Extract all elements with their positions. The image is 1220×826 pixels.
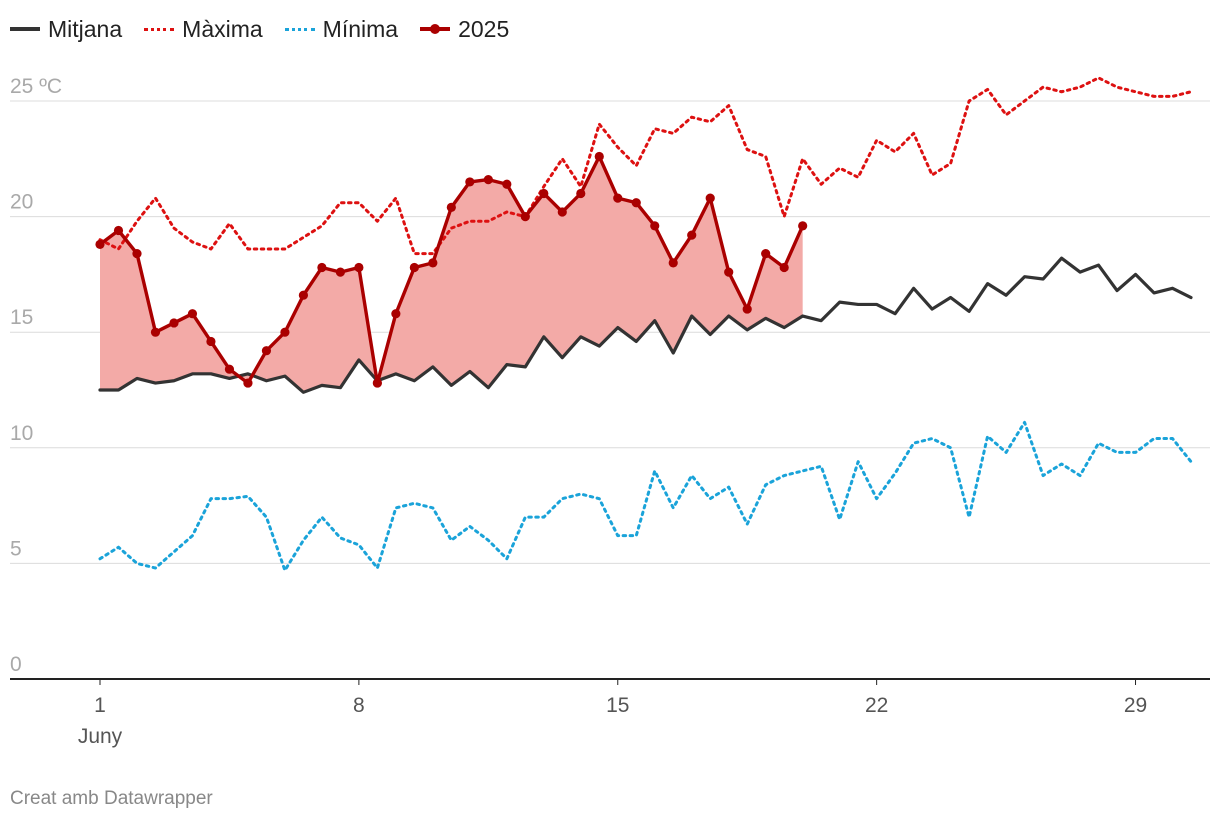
point-2025-day-5[interactable] bbox=[243, 378, 253, 388]
point-2025-day-16[interactable] bbox=[650, 221, 660, 231]
point-2025-day-11[interactable] bbox=[465, 177, 475, 187]
y-tick-label-10: 10 bbox=[10, 422, 33, 445]
point-2025-day-7.5[interactable] bbox=[335, 267, 345, 277]
point-2025-day-9[interactable] bbox=[391, 309, 401, 319]
point-2025-day-4[interactable] bbox=[206, 336, 216, 347]
point-2025-day-20[interactable] bbox=[798, 221, 808, 231]
point-2025-day-11.5[interactable] bbox=[483, 175, 493, 185]
point-2025-day-1[interactable] bbox=[95, 239, 105, 249]
point-2025-day-13[interactable] bbox=[539, 188, 549, 199]
point-2025-day-8[interactable] bbox=[354, 262, 364, 273]
legend-swatch-mitjana bbox=[10, 27, 40, 31]
legend-item-minima[interactable]: Mínima bbox=[284, 15, 399, 43]
legend-swatch-maxima bbox=[144, 27, 175, 31]
legend-item-maxima[interactable]: Màxima bbox=[144, 16, 263, 43]
chart-credit: Creat amb Datawrapper bbox=[10, 788, 213, 809]
point-2025-day-9.5[interactable] bbox=[409, 262, 419, 273]
legend-item-mitjana[interactable]: Mitjana bbox=[10, 16, 122, 43]
point-2025-day-1.5[interactable] bbox=[113, 225, 124, 236]
point-2025-day-12.5[interactable] bbox=[520, 212, 530, 222]
y-tick-label-20: 20 bbox=[10, 191, 33, 214]
point-2025-day-2[interactable] bbox=[132, 248, 142, 259]
legend-swatch-minima bbox=[284, 27, 315, 31]
area-fill-2025 bbox=[100, 156, 803, 393]
point-2025-day-3.5[interactable] bbox=[187, 309, 198, 319]
point-2025-day-19.5[interactable] bbox=[779, 262, 789, 273]
x-tick-label-1: 1 bbox=[94, 694, 106, 717]
x-tick-label-29: 29 bbox=[1124, 694, 1147, 717]
legend-label-maxima: Màxima bbox=[182, 15, 263, 42]
series-line-minima bbox=[98, 420, 1193, 572]
point-2025-day-14.5[interactable] bbox=[594, 151, 604, 162]
point-2025-day-19[interactable] bbox=[761, 248, 771, 259]
legend-label-2025: 2025 bbox=[458, 15, 510, 42]
y-tick-label-15: 15 bbox=[10, 306, 33, 329]
point-2025-day-18.5[interactable] bbox=[742, 304, 752, 314]
point-2025-day-6.5[interactable] bbox=[298, 290, 309, 300]
legend-swatch-2025 bbox=[420, 24, 451, 34]
point-2025-day-13.5[interactable] bbox=[557, 207, 567, 217]
point-2025-day-17.5[interactable] bbox=[705, 193, 715, 203]
x-tick-label-8: 8 bbox=[353, 694, 365, 717]
point-2025-day-4.5[interactable] bbox=[224, 364, 235, 374]
series-line-mitjana bbox=[98, 256, 1193, 394]
series-line-maxima bbox=[98, 76, 1193, 256]
point-2025-day-5.5[interactable] bbox=[261, 346, 272, 356]
area-2025-above-mean bbox=[100, 156, 803, 393]
point-2025-day-15[interactable] bbox=[613, 193, 623, 203]
point-2025-day-10[interactable] bbox=[428, 258, 438, 268]
x-tick-label-15: 15 bbox=[606, 694, 629, 717]
legend-item-2025[interactable]: 2025 bbox=[420, 16, 509, 43]
point-2025-day-14[interactable] bbox=[576, 188, 586, 199]
point-2025-day-6[interactable] bbox=[280, 327, 290, 337]
legend-label-minima: Mínima bbox=[322, 15, 399, 42]
markers-2025 bbox=[95, 151, 808, 388]
point-2025-day-18[interactable] bbox=[724, 267, 734, 277]
y-tick-label-0: 0 bbox=[10, 653, 22, 676]
legend: Mitjana Màxima Mínima 2025 bbox=[10, 14, 509, 44]
point-2025-day-8.5[interactable] bbox=[372, 378, 382, 388]
point-2025-day-12[interactable] bbox=[502, 179, 512, 189]
point-2025-day-2.5[interactable] bbox=[150, 327, 161, 337]
legend-label-mitjana: Mitjana bbox=[48, 15, 123, 42]
point-2025-day-10.5[interactable] bbox=[446, 202, 456, 212]
y-tick-label-5: 5 bbox=[10, 537, 22, 560]
x-axis-month-label: Juny bbox=[78, 725, 123, 748]
axes: 0 5 10 15 20 25 ºC 1 8 15 22 29 Juny bbox=[10, 75, 1210, 748]
point-2025-day-7[interactable] bbox=[317, 262, 327, 273]
point-2025-day-15.5[interactable] bbox=[631, 198, 641, 208]
point-2025-day-3[interactable] bbox=[169, 318, 179, 328]
point-2025-day-16.5[interactable] bbox=[668, 258, 678, 268]
x-tick-label-22: 22 bbox=[865, 694, 888, 717]
point-2025-day-17[interactable] bbox=[687, 230, 697, 240]
y-tick-label-25: 25 ºC bbox=[10, 75, 62, 98]
